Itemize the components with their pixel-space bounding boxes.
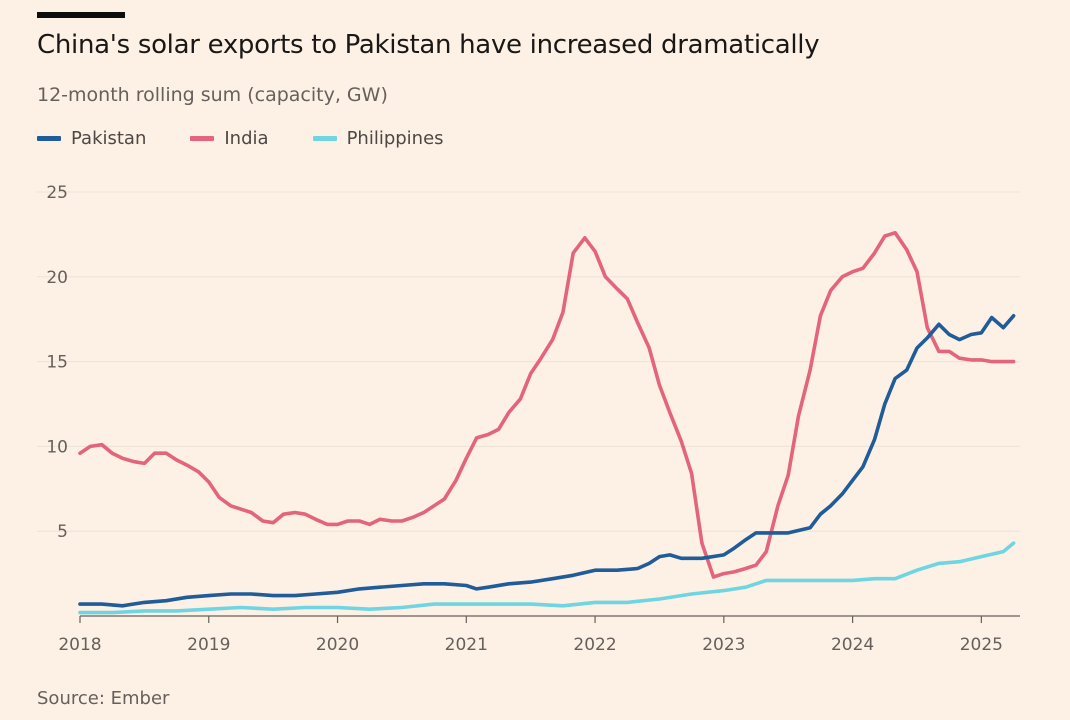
series-line-pakistan <box>78 314 1016 608</box>
series-line-india <box>78 230 1016 579</box>
chart-subtitle: 12-month rolling sum (capacity, GW) <box>37 84 388 106</box>
x-tick-label-2024: 2024 <box>831 635 874 655</box>
y-axis-tick-labels: 5 10 15 20 25 <box>46 183 68 542</box>
legend-swatch-india <box>190 136 215 141</box>
x-tick-label-2020: 2020 <box>316 635 359 655</box>
x-tick-label-2023: 2023 <box>702 635 745 655</box>
x-tick-label-2018: 2018 <box>58 635 101 655</box>
x-tick-label-2022: 2022 <box>573 635 616 655</box>
series-lines <box>78 230 1016 615</box>
legend-label-pakistan: Pakistan <box>71 128 147 149</box>
legend-swatch-philippines <box>312 136 337 141</box>
gridlines <box>37 191 1020 532</box>
y-tick-label-15: 15 <box>46 353 68 373</box>
y-tick-label-25: 25 <box>46 183 68 203</box>
legend-label-philippines: Philippines <box>346 128 444 149</box>
x-tick-label-2021: 2021 <box>445 635 488 655</box>
legend-item-philippines: Philippines <box>312 128 444 149</box>
x-tick-label-2019: 2019 <box>187 635 230 655</box>
series-line-philippines <box>78 541 1016 615</box>
legend-item-pakistan: Pakistan <box>37 128 146 149</box>
x-axis: 2018 2019 2020 2021 2022 2023 2024 2025 <box>58 615 1020 655</box>
legend: Pakistan India Philippines <box>37 128 488 149</box>
chart-title: China's solar exports to Pakistan have i… <box>37 30 820 60</box>
y-tick-label-5: 5 <box>57 522 68 542</box>
top-rule <box>37 12 125 18</box>
source-note: Source: Ember <box>37 688 170 709</box>
legend-swatch-pakistan <box>37 136 61 141</box>
legend-item-india: India <box>190 128 269 149</box>
y-tick-label-10: 10 <box>46 437 68 457</box>
x-tick-label-2025: 2025 <box>960 635 1003 655</box>
legend-label-india: India <box>224 128 269 149</box>
y-tick-label-20: 20 <box>46 268 68 288</box>
